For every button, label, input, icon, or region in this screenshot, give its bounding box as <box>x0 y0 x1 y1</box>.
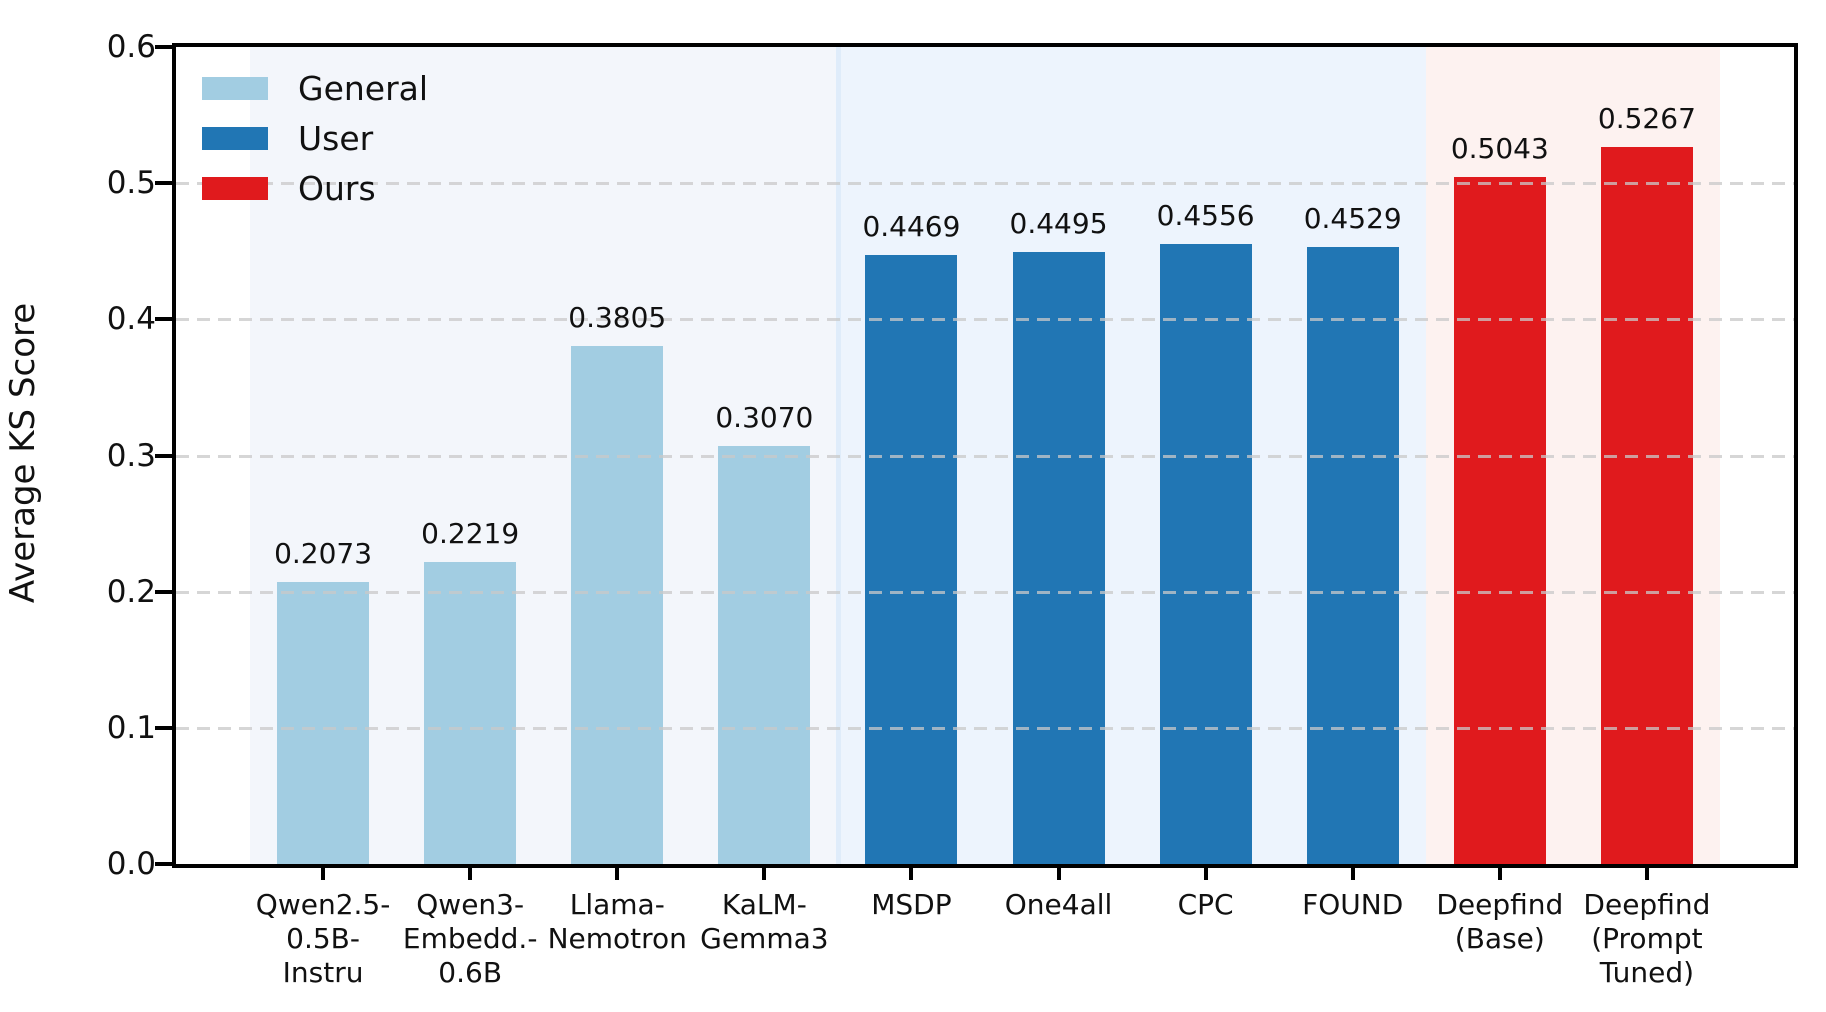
bar-value-label-3: 0.3070 <box>715 400 814 434</box>
bar-deepfind-base- <box>1453 177 1546 864</box>
bar-deepfind-prompt-tuned- <box>1600 146 1693 864</box>
y-tick-0.5 <box>155 181 172 186</box>
gridline-0.2 <box>176 590 1794 594</box>
x-tick-label-8: Deepfind (Base) <box>1436 888 1564 955</box>
bar-kalm-gemma3 <box>718 445 811 864</box>
legend-label-ours: Ours <box>298 168 376 208</box>
legend-entry-ours: Ours <box>202 163 428 213</box>
gridline-0.5 <box>176 182 1794 186</box>
gridline-0.4 <box>176 318 1794 322</box>
y-tick-label-0.4: 0.4 <box>106 301 156 338</box>
bar-value-label-8: 0.5043 <box>1450 132 1549 166</box>
y-tick-label-0.3: 0.3 <box>106 437 156 474</box>
legend-label-general: General <box>298 68 429 108</box>
bar-value-label-2: 0.3805 <box>568 300 667 334</box>
x-tick-1 <box>468 864 473 880</box>
legend-swatch-user <box>202 126 268 150</box>
x-tick-5 <box>1056 864 1061 880</box>
x-tick-6 <box>1203 864 1208 880</box>
y-tick-0.0 <box>155 862 172 866</box>
legend-swatch-ours <box>202 176 268 200</box>
y-tick-label-0.1: 0.1 <box>106 709 156 746</box>
y-tick-label-0.6: 0.6 <box>106 29 156 65</box>
legend-entry-user: User <box>202 113 428 163</box>
x-tick-label-1: Qwen3- Embedd.- 0.6B <box>402 888 538 989</box>
y-tick-0.3 <box>155 453 172 458</box>
x-tick-8 <box>1497 864 1502 880</box>
x-tick-label-3: KaLM- Gemma3 <box>700 888 829 955</box>
bar-value-label-6: 0.4556 <box>1156 198 1255 232</box>
bar-found <box>1306 247 1399 864</box>
bar-qwen3-embedd-0-6b <box>424 561 517 864</box>
x-tick-4 <box>909 864 914 880</box>
bar-value-label-0: 0.2073 <box>274 536 373 570</box>
x-tick-7 <box>1350 864 1355 880</box>
x-tick-3 <box>762 864 767 880</box>
x-tick-label-2: Llama- Nemotron <box>547 888 687 955</box>
x-tick-9 <box>1644 864 1649 880</box>
legend-swatch-general <box>202 76 268 100</box>
plot-area: General User Ours <box>172 43 1798 868</box>
y-tick-0.1 <box>155 725 172 730</box>
x-tick-2 <box>615 864 620 880</box>
bar-value-label-9: 0.5267 <box>1597 101 1696 135</box>
bar-msdp <box>865 255 958 864</box>
y-tick-label-0.2: 0.2 <box>106 573 156 610</box>
bar-qwen2-5-0-5b-instru <box>277 581 370 864</box>
y-tick-0.6 <box>155 45 172 49</box>
bar-value-label-1: 0.2219 <box>421 516 520 550</box>
legend-entry-general: General <box>202 63 428 113</box>
bar-cpc <box>1159 243 1252 864</box>
bar-value-label-7: 0.4529 <box>1303 202 1402 236</box>
gridline-0.1 <box>176 726 1794 730</box>
x-tick-label-7: FOUND <box>1302 888 1404 921</box>
bar-llama-nemotron <box>571 345 664 864</box>
legend-label-user: User <box>298 118 374 158</box>
x-tick-label-0: Qwen2.5- 0.5B- Instru <box>255 888 391 989</box>
bar-value-label-5: 0.4495 <box>1009 206 1108 240</box>
x-tick-label-9: Deepfind (Prompt Tuned) <box>1583 888 1711 989</box>
legend: General User Ours <box>202 63 428 213</box>
y-tick-0.4 <box>155 317 172 322</box>
y-tick-label-0.5: 0.5 <box>106 165 156 202</box>
x-tick-0 <box>321 864 326 880</box>
x-tick-label-6: CPC <box>1177 888 1234 921</box>
gridline-0.3 <box>176 454 1794 458</box>
y-tick-label-0.0: 0.0 <box>106 846 156 882</box>
bar-value-label-4: 0.4469 <box>862 210 961 244</box>
y-tick-0.2 <box>155 589 172 594</box>
bar-one4all <box>1012 251 1105 864</box>
x-tick-label-4: MSDP <box>871 888 952 921</box>
x-tick-label-5: One4all <box>1004 888 1113 921</box>
